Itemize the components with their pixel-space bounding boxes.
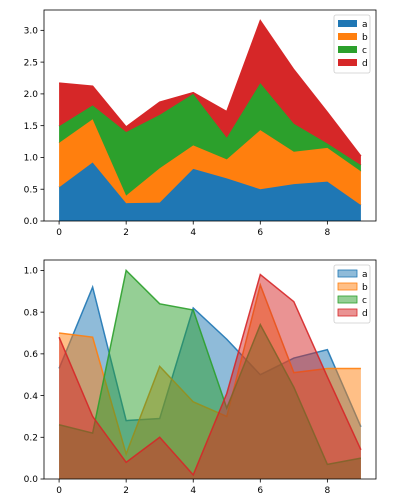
x-tick-label: 2 — [123, 486, 129, 496]
y-tick-label: 3.0 — [24, 27, 39, 37]
y-tick-label: 1.0 — [24, 267, 39, 277]
area-edge-d — [59, 19, 362, 157]
legend-label-a: a — [362, 270, 368, 280]
area-series-d — [59, 274, 361, 479]
x-tick-label: 2 — [123, 228, 129, 238]
area-series-b — [59, 119, 361, 206]
y-tick-label: 0.0 — [24, 475, 39, 485]
y-tick-label: 0.2 — [24, 433, 38, 443]
x-tick-label: 8 — [325, 228, 331, 238]
x-tick-label: 4 — [190, 228, 196, 238]
legend-swatch-d — [337, 308, 358, 317]
area-series-a — [59, 162, 361, 221]
y-tick-label: 0.8 — [24, 308, 39, 318]
legend-label-c: c — [362, 46, 367, 56]
legend-label-d: d — [362, 59, 368, 69]
y-tick-label: 1.0 — [24, 154, 39, 164]
y-tick-label: 0.4 — [24, 392, 39, 402]
area-edge-d — [58, 273, 362, 477]
area-series-c — [59, 83, 361, 196]
area-series-d — [59, 20, 361, 166]
legend-swatch-b — [338, 33, 357, 40]
legend-label-b: b — [362, 283, 368, 293]
legend-label-d: d — [362, 309, 368, 319]
y-tick-label: 0.6 — [24, 350, 39, 360]
x-tick-label: 0 — [56, 486, 62, 496]
y-tick-label: 0.5 — [24, 185, 38, 195]
legend-label-c: c — [362, 296, 367, 306]
legend-label-a: a — [362, 20, 368, 30]
y-tick-label: 0.0 — [24, 217, 39, 227]
legend-swatch-d — [338, 59, 357, 66]
y-tick-label: 2.0 — [24, 90, 39, 100]
y-tick-label: 2.5 — [24, 58, 38, 68]
axes-frame — [43, 259, 377, 480]
x-tick-label: 6 — [257, 486, 263, 496]
x-tick-label: 6 — [257, 228, 263, 238]
legend-box — [333, 14, 371, 74]
legend-swatch-a — [338, 20, 357, 27]
legend-label-b: b — [362, 33, 368, 43]
legend-swatch-c — [338, 46, 357, 53]
x-tick-label: 8 — [325, 486, 331, 496]
y-tick-label: 1.5 — [24, 122, 38, 132]
axes-frame — [43, 9, 377, 222]
x-tick-label: 4 — [190, 486, 196, 496]
legend-swatch-b — [337, 282, 358, 291]
legend-box — [333, 264, 371, 324]
legend-swatch-c — [337, 295, 358, 304]
legend-swatch-a — [337, 269, 358, 278]
x-tick-label: 0 — [56, 228, 62, 238]
